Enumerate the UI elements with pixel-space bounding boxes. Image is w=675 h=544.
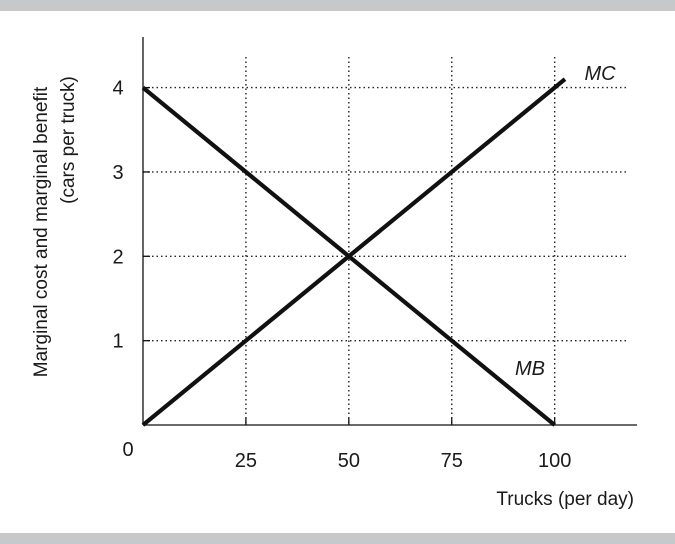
- series-line-mb: [141, 85, 556, 427]
- x-tick-label-100: 100: [538, 450, 571, 472]
- y-tick-label-3: 3: [112, 162, 123, 184]
- y-tick-label-1: 1: [112, 331, 123, 353]
- x-tick-label-75: 75: [441, 450, 463, 472]
- x-axis-title: Trucks (per day): [496, 489, 634, 510]
- origin-label: 0: [122, 439, 133, 461]
- bottom-band: [0, 533, 675, 544]
- y-axis-title-line2: (cars per truck): [58, 76, 79, 204]
- x-tick-label-25: 25: [235, 450, 257, 472]
- y-axis-title: Marginal cost and marginal benefit (cars…: [31, 76, 79, 377]
- grid: [143, 57, 627, 425]
- x-tick-label-50: 50: [338, 450, 360, 472]
- series-line-mc: [141, 77, 567, 427]
- y-axis-title-line1: Marginal cost and marginal benefit: [31, 86, 52, 377]
- series-label-mc: MC: [584, 63, 616, 85]
- y-tick-label-2: 2: [112, 246, 123, 268]
- series: MC MB: [141, 63, 616, 427]
- ticks: 1 2 3 4 25 50 75 100: [112, 78, 571, 472]
- top-band: [0, 0, 675, 11]
- series-label-mb: MB: [515, 358, 545, 380]
- y-tick-label-4: 4: [112, 78, 123, 100]
